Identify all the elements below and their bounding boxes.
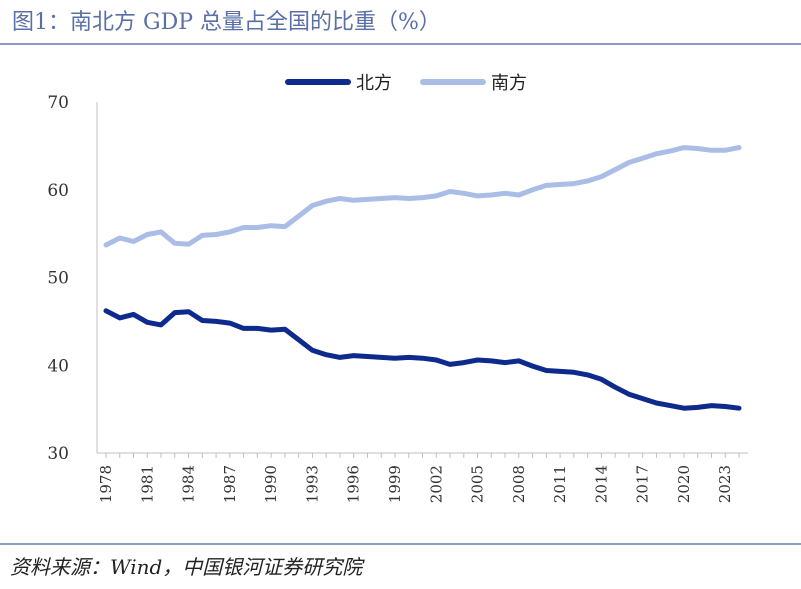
y-tick-label: 70 — [47, 93, 69, 113]
chart-legend: 北方 南方 — [285, 73, 527, 94]
legend-label-south: 南方 — [491, 73, 527, 94]
top-divider — [0, 43, 801, 45]
y-tick-label: 50 — [47, 269, 69, 289]
x-tick-label: 2008 — [510, 465, 528, 503]
y-axis: 30 40 50 60 70 — [47, 93, 98, 464]
x-tick-label: 2020 — [675, 465, 693, 503]
x-tick-label: 1993 — [303, 465, 321, 503]
x-tick-label: 1978 — [97, 465, 115, 503]
x-tick-label: 2023 — [716, 465, 734, 503]
x-tick-label: 1990 — [262, 465, 280, 503]
series-line-north — [103, 308, 742, 411]
x-tick-label: 2011 — [551, 465, 569, 503]
bottom-divider — [0, 543, 801, 545]
plot-area — [103, 145, 742, 411]
series-line-south — [103, 145, 742, 248]
x-tick-label: 1999 — [386, 465, 404, 503]
legend-label-north: 北方 — [356, 73, 392, 94]
x-axis: 1978 1981 1984 1987 1990 1993 1996 1999 2002 2005… — [97, 452, 748, 503]
x-tick-label: 1987 — [221, 465, 239, 503]
x-tick-label: 2017 — [634, 465, 652, 503]
line-chart: 北方 南方 30 40 50 60 70 1978 1981 1984 1987 1990 199… — [47, 73, 748, 503]
x-tick-label: 2005 — [469, 465, 487, 503]
y-tick-label: 60 — [47, 181, 69, 201]
y-tick-label: 30 — [47, 444, 69, 464]
x-tick-label: 1984 — [180, 465, 198, 503]
x-tick-label: 2002 — [427, 465, 445, 503]
x-tick-label: 1981 — [138, 465, 156, 503]
x-tick-label: 2014 — [592, 465, 610, 503]
x-tick-label: 1996 — [345, 465, 363, 503]
y-tick-label: 40 — [47, 356, 69, 376]
source-note: 资料来源：Wind，中国银河证券研究院 — [10, 555, 363, 579]
figure-title: 图1：南北方 GDP 总量占全国的比重（%） — [12, 10, 441, 35]
